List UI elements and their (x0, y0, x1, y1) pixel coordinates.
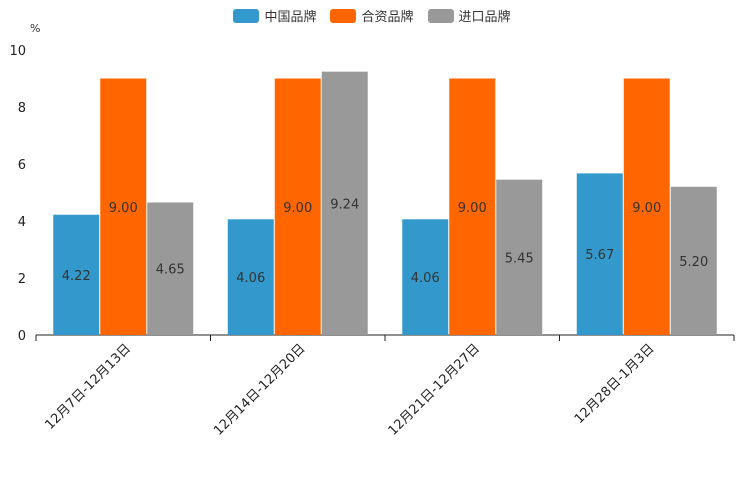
bar-2-0 (147, 202, 194, 335)
bar-2-3 (670, 186, 717, 335)
data-label: 9.24 (330, 197, 359, 212)
data-label: 9.00 (109, 201, 138, 216)
y-tick-label: 0 (18, 329, 26, 344)
legend-label-china: 中国品牌 (264, 10, 317, 25)
bar-0-0 (53, 214, 100, 335)
legend-item-import[interactable]: 进口品牌 (427, 6, 511, 25)
bar-1-0 (100, 78, 147, 335)
bar-0-2 (402, 219, 449, 335)
bar-2-2 (496, 179, 543, 335)
data-label: 5.20 (679, 255, 708, 270)
legend-item-joint[interactable]: 合资品牌 (330, 6, 414, 25)
data-label: 5.45 (505, 251, 534, 266)
legend-item-china[interactable]: 中国品牌 (233, 6, 316, 25)
data-label: 4.06 (411, 271, 440, 286)
y-tick-label: 6 (18, 158, 26, 173)
x-tick-label: 12月7日-12月13日 (42, 341, 134, 433)
bar-1-1 (274, 78, 321, 335)
data-label: 9.00 (632, 201, 661, 216)
legend-label-import: 进口品牌 (458, 10, 511, 25)
data-label: 9.00 (458, 201, 487, 216)
bar-2-1 (321, 71, 368, 335)
bar-0-3 (576, 173, 623, 335)
legend-swatch-import (427, 8, 454, 23)
x-tick-label: 12月14日-12月20日 (211, 341, 308, 438)
legend-label-joint: 合资品牌 (361, 10, 414, 25)
y-tick-label: 10 (9, 44, 26, 59)
data-label: 4.22 (62, 269, 91, 284)
y-tick-label: 8 (18, 101, 26, 116)
y-tick-label: 2 (18, 272, 26, 287)
data-label: 4.65 (156, 263, 185, 278)
legend: 中国品牌 合资品牌 进口品牌 (0, 6, 744, 25)
legend-swatch-china (233, 8, 260, 23)
y-axis-unit: % (30, 22, 41, 35)
data-label: 5.67 (585, 248, 614, 263)
data-label: 4.06 (236, 271, 265, 286)
legend-swatch-joint (330, 8, 357, 23)
bar-1-2 (449, 78, 496, 335)
bar-0-1 (227, 219, 274, 335)
bar-1-3 (623, 78, 670, 335)
x-tick-label: 12月28日-1月3日 (572, 341, 658, 427)
x-tick-label: 12月21日-12月27日 (386, 341, 483, 438)
data-label: 9.00 (283, 201, 312, 216)
y-tick-label: 4 (18, 215, 26, 230)
